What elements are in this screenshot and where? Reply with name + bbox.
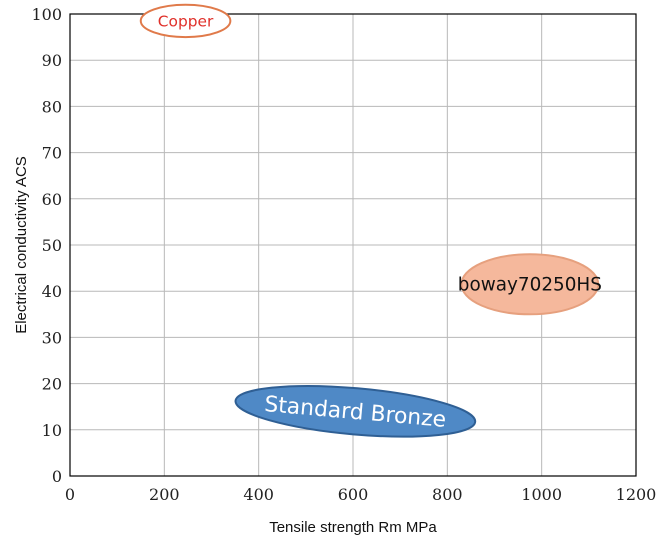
x-tick-label: 200 xyxy=(149,485,180,504)
x-tick-label: 1000 xyxy=(521,485,562,504)
y-axis-label: Electrical conductivity ACS xyxy=(13,156,30,334)
y-tick-label: 50 xyxy=(42,236,62,255)
y-tick-label: 60 xyxy=(42,190,62,209)
region-standard-bronze: Standard Bronze xyxy=(234,385,477,438)
x-tick-label: 400 xyxy=(243,485,274,504)
region-copper: Copper xyxy=(139,3,232,39)
y-tick-label: 30 xyxy=(42,328,62,347)
y-tick-label: 10 xyxy=(42,421,62,440)
region-boway70250hs-ellipse xyxy=(460,253,600,316)
region-boway70250hs-label: boway70250HS xyxy=(458,275,602,296)
x-axis-label: Tensile strength Rm MPa xyxy=(269,519,437,536)
x-tick-label: 800 xyxy=(432,485,463,504)
x-tick-label: 0 xyxy=(65,485,75,504)
y-tick-label: 0 xyxy=(52,467,62,486)
y-tick-label: 90 xyxy=(42,51,62,70)
region-copper-ellipse xyxy=(139,3,232,39)
y-axis-ticks: 0 10 20 30 40 50 60 70 80 90 100 xyxy=(31,5,62,486)
y-tick-label: 20 xyxy=(42,375,62,394)
x-axis-ticks: 0 200 400 600 800 1000 1200 xyxy=(65,485,656,504)
y-tick-label: 40 xyxy=(42,282,62,301)
y-tick-label: 100 xyxy=(31,5,62,24)
region-copper-label: Copper xyxy=(158,12,214,30)
region-boway70250hs: boway70250HS xyxy=(458,253,602,316)
regions: Copper boway70250HS Standard Bronze xyxy=(139,3,602,438)
x-tick-label: 600 xyxy=(338,485,369,504)
plot-frame xyxy=(69,13,637,477)
x-tick-label: 1200 xyxy=(616,485,657,504)
y-tick-label: 80 xyxy=(42,97,62,116)
region-standard-bronze-ellipse xyxy=(234,385,477,438)
y-tick-label: 70 xyxy=(42,144,62,163)
